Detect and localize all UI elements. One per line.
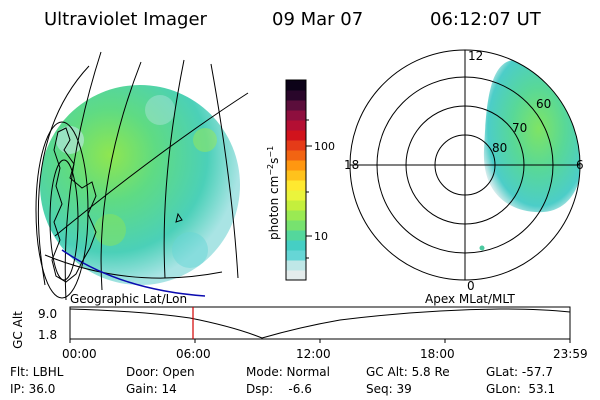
status-gain: Gain: 14 bbox=[126, 382, 177, 396]
time-label: 06:12:07 UT bbox=[430, 9, 542, 30]
colorbar-swatch bbox=[286, 180, 306, 191]
colorbar-swatch bbox=[286, 270, 306, 281]
timeline-x-tick-label: 12:00 bbox=[296, 347, 331, 361]
instrument-title: Ultraviolet Imager bbox=[44, 9, 208, 30]
status-glon: GLon: 53.1 bbox=[486, 382, 555, 396]
colorbar-unit-label: photon cm−2s−1 bbox=[266, 146, 281, 240]
colorbar-swatch bbox=[286, 230, 306, 241]
colorbar-swatch bbox=[286, 120, 306, 131]
mlat-label-70: 70 bbox=[512, 121, 527, 135]
status-door: Door: Open bbox=[126, 365, 195, 379]
polar-mlt-spokes bbox=[350, 50, 580, 280]
colorbar-swatch bbox=[286, 250, 306, 261]
island-outline bbox=[175, 212, 183, 223]
timeline-x-ticks bbox=[69, 339, 571, 343]
orbit-timeline: Geographic Lat/Lon Apex MLat/MLT GC Alt … bbox=[11, 292, 588, 361]
timeline-left-title: Geographic Lat/Lon bbox=[70, 292, 187, 306]
colorbar-swatch bbox=[286, 160, 306, 171]
colorbar-swatch bbox=[286, 140, 306, 151]
longitude-grid bbox=[37, 51, 239, 301]
colorbar-swatch bbox=[286, 90, 306, 101]
status-filter: Flt: LBHL bbox=[10, 365, 64, 379]
colorbar-ticks bbox=[306, 119, 312, 259]
colorbar-swatch bbox=[286, 210, 306, 221]
mlt-label-dawn: 6 bbox=[576, 158, 584, 172]
colorbar-tick-label: 10 bbox=[314, 230, 328, 243]
mlat-label-60: 60 bbox=[536, 97, 551, 111]
status-ip: IP: 36.0 bbox=[10, 382, 55, 396]
timeline-y-tick: 1.8 bbox=[38, 328, 57, 342]
emission-spot bbox=[479, 245, 485, 251]
timeline-x-tick-label: 00:00 bbox=[62, 347, 97, 361]
header: Ultraviolet Imager 09 Mar 07 06:12:07 UT bbox=[44, 9, 542, 30]
status-panel: Flt: LBHL IP: 36.0 Door: Open Gain: 14 M… bbox=[10, 365, 555, 396]
colorbar-swatch bbox=[286, 110, 306, 121]
colorbar-swatch bbox=[286, 170, 306, 181]
colorbar-swatch bbox=[286, 130, 306, 141]
latitude-grid bbox=[35, 92, 249, 299]
polar-mlt-plot: 12 18 6 0 60 70 80 bbox=[344, 49, 584, 293]
timeline-x-tick-label: 23:59 bbox=[553, 347, 588, 361]
colorbar-swatch bbox=[286, 220, 306, 231]
colorbar-swatch bbox=[286, 190, 306, 201]
colorbar-tick-label: 100 bbox=[314, 140, 335, 153]
status-mode: Mode: Normal bbox=[246, 365, 330, 379]
timeline-right-title: Apex MLat/MLT bbox=[425, 292, 515, 306]
colorbar-swatch bbox=[286, 150, 306, 161]
colorbar-swatch bbox=[286, 100, 306, 111]
colorbar-swatch bbox=[286, 80, 306, 91]
colorbar-cells bbox=[286, 80, 306, 281]
colorbar-swatch bbox=[286, 260, 306, 271]
timeline-x-tick-label: 18:00 bbox=[420, 347, 455, 361]
timeline-x-tick-label: 06:00 bbox=[176, 347, 211, 361]
terminator-line bbox=[61, 249, 206, 297]
timeline-y-tick: 9.0 bbox=[38, 307, 57, 321]
colorbar-frame bbox=[285, 79, 307, 281]
mlt-label-dusk: 18 bbox=[344, 158, 359, 172]
status-dsp: Dsp: -6.6 bbox=[246, 382, 312, 396]
timeline-axis-title: GC Alt bbox=[11, 311, 25, 349]
auroral-emission-region bbox=[483, 59, 580, 213]
date-label: 09 Mar 07 bbox=[272, 9, 363, 30]
status-glat: GLat: -57.7 bbox=[486, 365, 553, 379]
coastline bbox=[51, 127, 97, 283]
mlat-label-80: 80 bbox=[492, 141, 507, 155]
mlt-label-noon: 12 bbox=[468, 49, 483, 63]
status-gc-alt: GC Alt: 5.8 Re bbox=[366, 365, 450, 379]
colorbar-swatch bbox=[286, 240, 306, 251]
status-seq: Seq: 39 bbox=[366, 382, 412, 396]
timeline-frame bbox=[69, 306, 571, 340]
colorbar: 100 10 photon cm−2s−1 bbox=[266, 79, 335, 281]
geographic-image-panel bbox=[35, 51, 249, 301]
mlt-label-midnight: 0 bbox=[467, 279, 475, 293]
altitude-curve bbox=[69, 308, 571, 339]
colorbar-swatch bbox=[286, 200, 306, 211]
